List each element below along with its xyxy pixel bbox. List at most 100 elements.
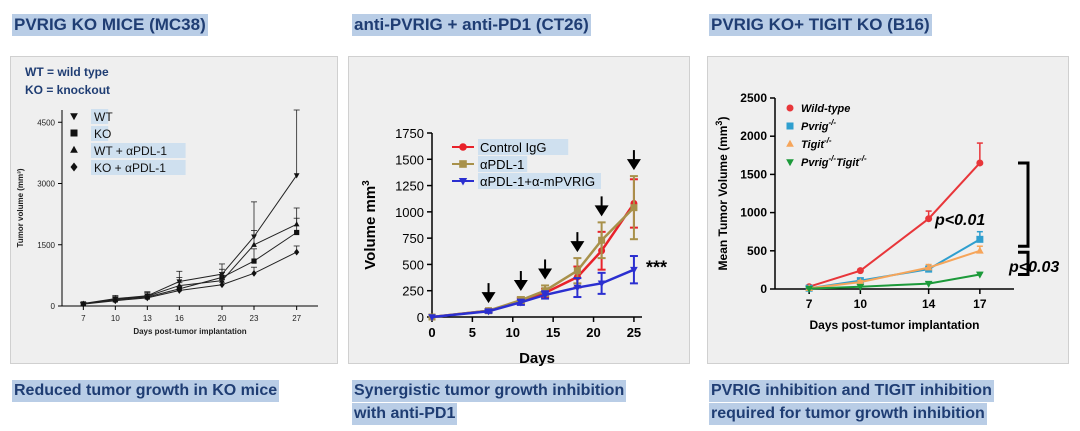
- c1-data-point: [80, 300, 86, 308]
- c1-y-tick-label: 3000: [37, 180, 55, 189]
- c3-data-point: [924, 263, 933, 271]
- c1-legend-marker: [70, 129, 78, 137]
- c1-legend-highlight: [91, 109, 109, 124]
- c2-dose-arrow-head: [594, 205, 609, 217]
- left-chart-panel: [10, 56, 338, 364]
- c3-data-point: [976, 246, 984, 254]
- c2-dose-arrow-head: [626, 159, 641, 171]
- c1-data-point: [294, 248, 300, 256]
- c3-legend-marker: [786, 122, 794, 130]
- c2-legend-highlight: [478, 173, 601, 189]
- c3-legend-label: Pvrig-/-: [801, 118, 836, 133]
- c2-legend-highlight: [478, 139, 569, 155]
- c2-x-tick-label: 5: [469, 325, 476, 340]
- c3-data-point: [976, 235, 984, 243]
- c2-legend-label: αPDL-1+α-mPVRIG: [480, 174, 595, 189]
- c2-y-tick-label: 250: [402, 284, 424, 299]
- c2-y-tick-label: 1000: [395, 205, 424, 220]
- c3-data-point: [805, 285, 813, 293]
- c2-y-tick-label: 1500: [395, 152, 424, 167]
- c1-data-point: [251, 241, 257, 247]
- c1-x-tick-label: 10: [111, 314, 120, 323]
- c2-data-point: [573, 267, 581, 275]
- c1-data-point: [294, 229, 300, 236]
- c2-dose-arrow-head: [538, 268, 553, 280]
- c3-pvalue-lower: p<0.03: [1008, 259, 1059, 276]
- c3-x-axis-label: Days post-tumor implantation: [809, 318, 979, 332]
- c3-legend-marker: [786, 139, 794, 147]
- c2-data-point: [484, 308, 493, 316]
- c2-data-point: [630, 204, 638, 212]
- c2-y-axis-label: Volume mm3: [361, 180, 379, 270]
- c1-x-tick-label: 7: [81, 314, 86, 323]
- c1-legend-label: WT + αPDL-1: [94, 144, 167, 158]
- c2-x-tick-label: 20: [586, 325, 600, 340]
- c1-y-tick-label: 1500: [37, 241, 55, 250]
- c3-y-tick-label: 2500: [740, 91, 767, 105]
- c3-data-point: [856, 267, 864, 275]
- c2-legend-label: αPDL-1: [480, 157, 524, 172]
- c1-legend-label: KO + αPDL-1: [94, 161, 166, 175]
- right-caption-line2: required for tumor growth inhibition: [709, 403, 987, 425]
- c3-series-line: [808, 162, 981, 288]
- c3-y-tick-label: 2000: [740, 129, 767, 143]
- c2-x-tick-label: 15: [546, 325, 560, 340]
- right-chart-panel: [707, 56, 1069, 364]
- c2-dose-arrow-head: [570, 241, 585, 253]
- c2-data-point: [516, 299, 525, 307]
- c1-legend-highlight: [91, 143, 186, 158]
- middle-caption-line2: with anti-PD1: [352, 403, 458, 425]
- c3-x-tick-label: 17: [973, 297, 987, 311]
- c2-legend-marker: [459, 143, 467, 151]
- c1-legend-highlight: [91, 126, 109, 141]
- c3-y-axis-label: Mean Tumor Volume (mm3): [714, 117, 730, 271]
- left-panel-title: PVRIG KO MICE (MC38): [12, 14, 208, 36]
- c1-data-point: [176, 287, 182, 294]
- c3-legend-label: Tigit-/-: [801, 136, 832, 151]
- c2-legend-marker: [459, 160, 467, 168]
- middle-caption-line1: Synergistic tumor growth inhibition: [352, 380, 627, 402]
- c1-data-point: [293, 173, 300, 179]
- c3-data-point: [924, 280, 933, 288]
- c3-data-point: [976, 159, 984, 167]
- c1-x-tick-label: 27: [292, 314, 301, 323]
- c1-data-point: [144, 294, 150, 302]
- middle-panel-title: anti-PVRIG + anti-PD1 (CT26): [352, 14, 591, 36]
- c3-series-line: [809, 249, 981, 290]
- c1-legend-marker: [70, 145, 78, 153]
- c3-legend-marker: [786, 159, 794, 167]
- c2-data-point: [573, 284, 582, 292]
- left-caption: Reduced tumor growth in KO mice: [12, 380, 280, 402]
- c2-data-point: [597, 280, 606, 288]
- c2-legend-label: Control IgG: [480, 140, 546, 155]
- c3-y-tick-label: 0: [760, 282, 767, 296]
- c3-x-tick-label: 10: [854, 297, 868, 311]
- c1-y-axis-label: Tumor volume (mm³): [16, 168, 25, 247]
- c1-x-tick-label: 13: [143, 314, 152, 323]
- c1-legend-marker: [70, 162, 78, 172]
- c2-legend-highlight: [478, 156, 528, 172]
- c1-x-tick-label: 23: [250, 314, 259, 323]
- c3-y-tick-label: 1000: [740, 206, 767, 220]
- c3-pvalue-upper: p<0.01: [934, 212, 985, 229]
- c3-x-tick-label: 14: [922, 297, 936, 311]
- c2-y-tick-label: 750: [402, 231, 424, 246]
- c3-legend-label: Pvrig-/-Tigit-/-: [801, 154, 867, 169]
- c2-dose-arrow-head: [481, 292, 496, 304]
- c1-data-point: [293, 221, 300, 227]
- c1-data-point: [112, 297, 118, 305]
- c2-data-point: [598, 236, 606, 244]
- c1-data-point: [251, 258, 257, 264]
- c3-bracket-lower: [1018, 250, 1030, 276]
- c2-y-tick-label: 1750: [395, 126, 424, 141]
- c3-bracket-upper: [1018, 161, 1030, 248]
- c2-x-tick-label: 25: [627, 325, 641, 340]
- c3-data-point: [856, 283, 865, 291]
- c1-y-tick-label: 4500: [37, 118, 55, 127]
- c2-data-point: [630, 266, 638, 274]
- c2-series-line: [431, 202, 635, 319]
- c1-legend-marker: [70, 113, 78, 121]
- c1-series-line: [83, 223, 297, 305]
- c3-data-point: [976, 271, 984, 279]
